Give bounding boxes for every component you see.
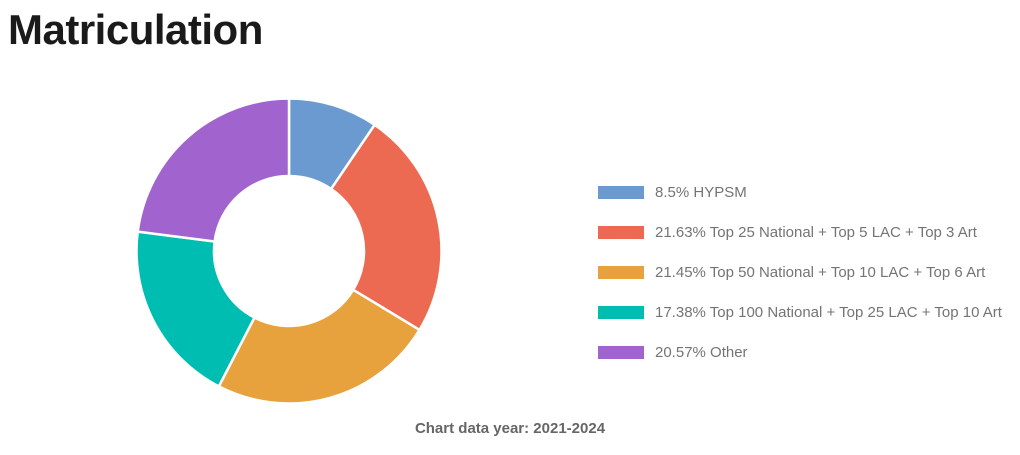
legend-swatch-top100-icon [598,306,644,319]
legend-item-hypsm[interactable]: 8.5% HYPSM [598,184,1002,201]
legend-label-top25-national: 21.63% Top 25 National + Top 5 LAC + Top… [655,224,977,241]
legend-item-top25-national[interactable]: 21.63% Top 25 National + Top 5 LAC + Top… [598,224,1002,241]
legend-label-top100-national: 17.38% Top 100 National + Top 25 LAC + T… [655,304,1002,321]
legend-swatch-hypsm-icon [598,186,644,199]
pie-slice-top100-national[interactable] [135,230,256,388]
chart-data-year-note: Chart data year: 2021-2024 [414,420,606,437]
legend-item-top100-national[interactable]: 17.38% Top 100 National + Top 25 LAC + T… [598,304,1002,321]
legend-swatch-other-icon [598,346,644,359]
pie-slice-top25-national[interactable] [329,123,443,332]
legend-label-top50-national: 21.45% Top 50 National + Top 10 LAC + To… [655,264,986,281]
pie-slice-top50-national[interactable] [217,288,421,405]
legend-swatch-top25-icon [598,226,644,239]
legend-swatch-top50-icon [598,266,644,279]
legend-item-other[interactable]: 20.57% Other [598,344,1002,361]
donut-chart[interactable] [124,86,454,416]
pie-slice-other[interactable] [136,97,291,243]
legend-label-hypsm: 8.5% HYPSM [655,184,747,201]
legend-item-top50-national[interactable]: 21.45% Top 50 National + Top 10 LAC + To… [598,264,1002,281]
chart-legend: 8.5% HYPSM 21.63% Top 25 National + Top … [598,184,1002,361]
legend-label-other: 20.57% Other [655,344,748,361]
page-title: Matriculation [8,6,263,53]
